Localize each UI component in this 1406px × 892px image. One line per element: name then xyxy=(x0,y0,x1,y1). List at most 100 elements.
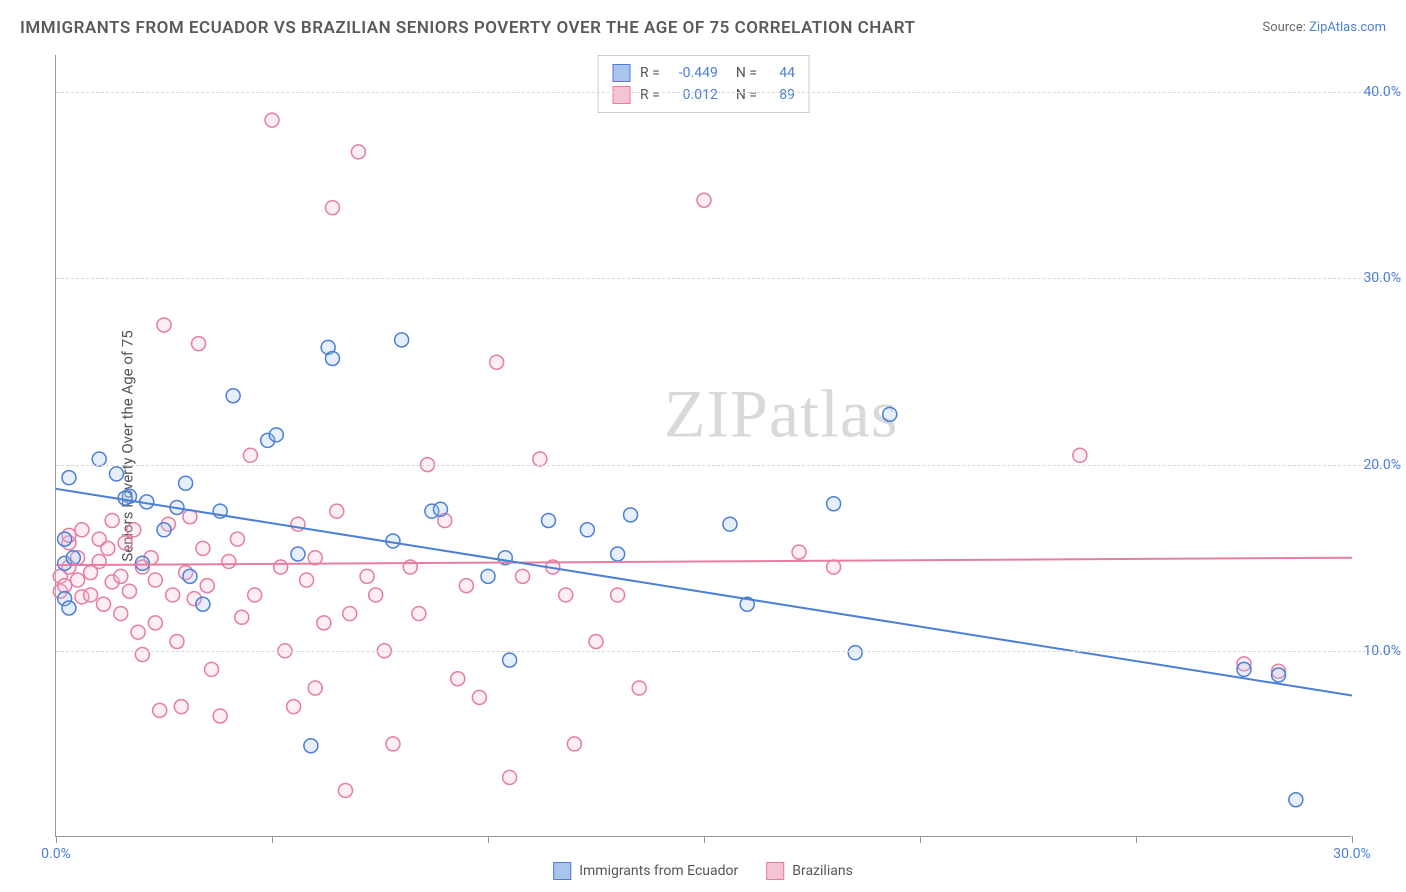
scatter-point xyxy=(135,648,149,662)
scatter-point xyxy=(196,541,210,555)
scatter-point xyxy=(503,770,517,784)
legend-swatch xyxy=(553,862,571,880)
scatter-point xyxy=(248,588,262,602)
scatter-point xyxy=(287,700,301,714)
scatter-point xyxy=(325,201,339,215)
n-value: 89 xyxy=(767,84,795,106)
scatter-point xyxy=(230,532,244,546)
scatter-point xyxy=(179,476,193,490)
scatter-point xyxy=(317,616,331,630)
scatter-point xyxy=(624,508,638,522)
scatter-point xyxy=(848,646,862,660)
scatter-point xyxy=(213,709,227,723)
x-tick xyxy=(920,836,921,843)
scatter-point xyxy=(196,597,210,611)
scatter-point xyxy=(62,471,76,485)
x-tick xyxy=(272,836,273,843)
scatter-point xyxy=(827,497,841,511)
scatter-point xyxy=(697,193,711,207)
scatter-point xyxy=(325,351,339,365)
series-swatch xyxy=(612,64,630,82)
scatter-point xyxy=(412,607,426,621)
scatter-point xyxy=(192,337,206,351)
gridline xyxy=(56,92,1401,93)
chart-title: IMMIGRANTS FROM ECUADOR VS BRAZILIAN SEN… xyxy=(20,18,915,38)
source-link[interactable]: ZipAtlas.com xyxy=(1309,20,1386,35)
scatter-point xyxy=(490,355,504,369)
n-label: N = xyxy=(736,62,757,84)
x-tick xyxy=(704,836,705,843)
source-prefix: Source: xyxy=(1262,20,1309,35)
scatter-point xyxy=(101,541,115,555)
scatter-point xyxy=(1237,662,1251,676)
scatter-point xyxy=(589,635,603,649)
scatter-point xyxy=(369,588,383,602)
scatter-point xyxy=(71,573,85,587)
scatter-point xyxy=(1289,793,1303,807)
x-tick xyxy=(56,836,57,843)
scatter-point xyxy=(451,672,465,686)
stats-row: R = -0.449 N = 44 xyxy=(612,62,795,84)
scatter-point xyxy=(62,601,76,615)
y-tick-label: 30.0% xyxy=(1363,270,1401,286)
scatter-point xyxy=(433,502,447,516)
scatter-point xyxy=(153,703,167,717)
scatter-point xyxy=(338,783,352,797)
x-tick xyxy=(488,836,489,843)
scatter-point xyxy=(291,547,305,561)
scatter-point xyxy=(516,569,530,583)
scatter-point xyxy=(1073,448,1087,462)
scatter-point xyxy=(135,556,149,570)
scatter-point xyxy=(1272,668,1286,682)
y-tick-label: 10.0% xyxy=(1363,643,1401,659)
trend-line xyxy=(56,558,1352,565)
scatter-point xyxy=(567,737,581,751)
r-label: R = xyxy=(640,84,660,106)
r-label: R = xyxy=(640,62,660,84)
scatter-point xyxy=(541,513,555,527)
scatter-point xyxy=(118,536,132,550)
scatter-point xyxy=(109,467,123,481)
scatter-point xyxy=(157,523,171,537)
scatter-point xyxy=(226,389,240,403)
scatter-point xyxy=(827,560,841,574)
y-tick-label: 40.0% xyxy=(1363,84,1401,100)
x-tick xyxy=(1136,836,1137,843)
scatter-point xyxy=(304,739,318,753)
scatter-point xyxy=(114,569,128,583)
scatter-point xyxy=(58,532,72,546)
scatter-point xyxy=(235,610,249,624)
scatter-point xyxy=(84,588,98,602)
scatter-point xyxy=(580,523,594,537)
scatter-point xyxy=(343,607,357,621)
scatter-point xyxy=(205,662,219,676)
n-label: N = xyxy=(736,84,757,106)
scatter-point xyxy=(122,584,136,598)
scatter-point xyxy=(611,588,625,602)
legend-label: Immigrants from Ecuador xyxy=(579,863,738,879)
stats-row: R =0.012N =89 xyxy=(612,84,795,106)
scatter-point xyxy=(92,554,106,568)
scatter-point xyxy=(157,318,171,332)
n-value: 44 xyxy=(767,62,795,84)
x-tick-label: 0.0% xyxy=(41,846,71,862)
scatter-point xyxy=(883,407,897,421)
scatter-point xyxy=(174,700,188,714)
scatter-point xyxy=(395,333,409,347)
r-value: -0.449 xyxy=(670,62,718,84)
scatter-point xyxy=(114,607,128,621)
source-attribution: Source: ZipAtlas.com xyxy=(1262,20,1386,35)
scatter-point xyxy=(723,517,737,531)
bottom-legend: Immigrants from EcuadorBrazilians xyxy=(553,862,853,880)
scatter-point xyxy=(265,113,279,127)
scatter-point xyxy=(75,523,89,537)
scatter-point xyxy=(300,573,314,587)
scatter-point xyxy=(243,448,257,462)
gridline xyxy=(56,651,1401,652)
series-swatch xyxy=(612,86,630,104)
chart-plot-area: ZIPatlas R =-0.449N =44R =0.012N =89 10.… xyxy=(55,55,1351,837)
scatter-point xyxy=(274,560,288,574)
scatter-point xyxy=(611,547,625,561)
scatter-point xyxy=(166,588,180,602)
scatter-point xyxy=(559,588,573,602)
